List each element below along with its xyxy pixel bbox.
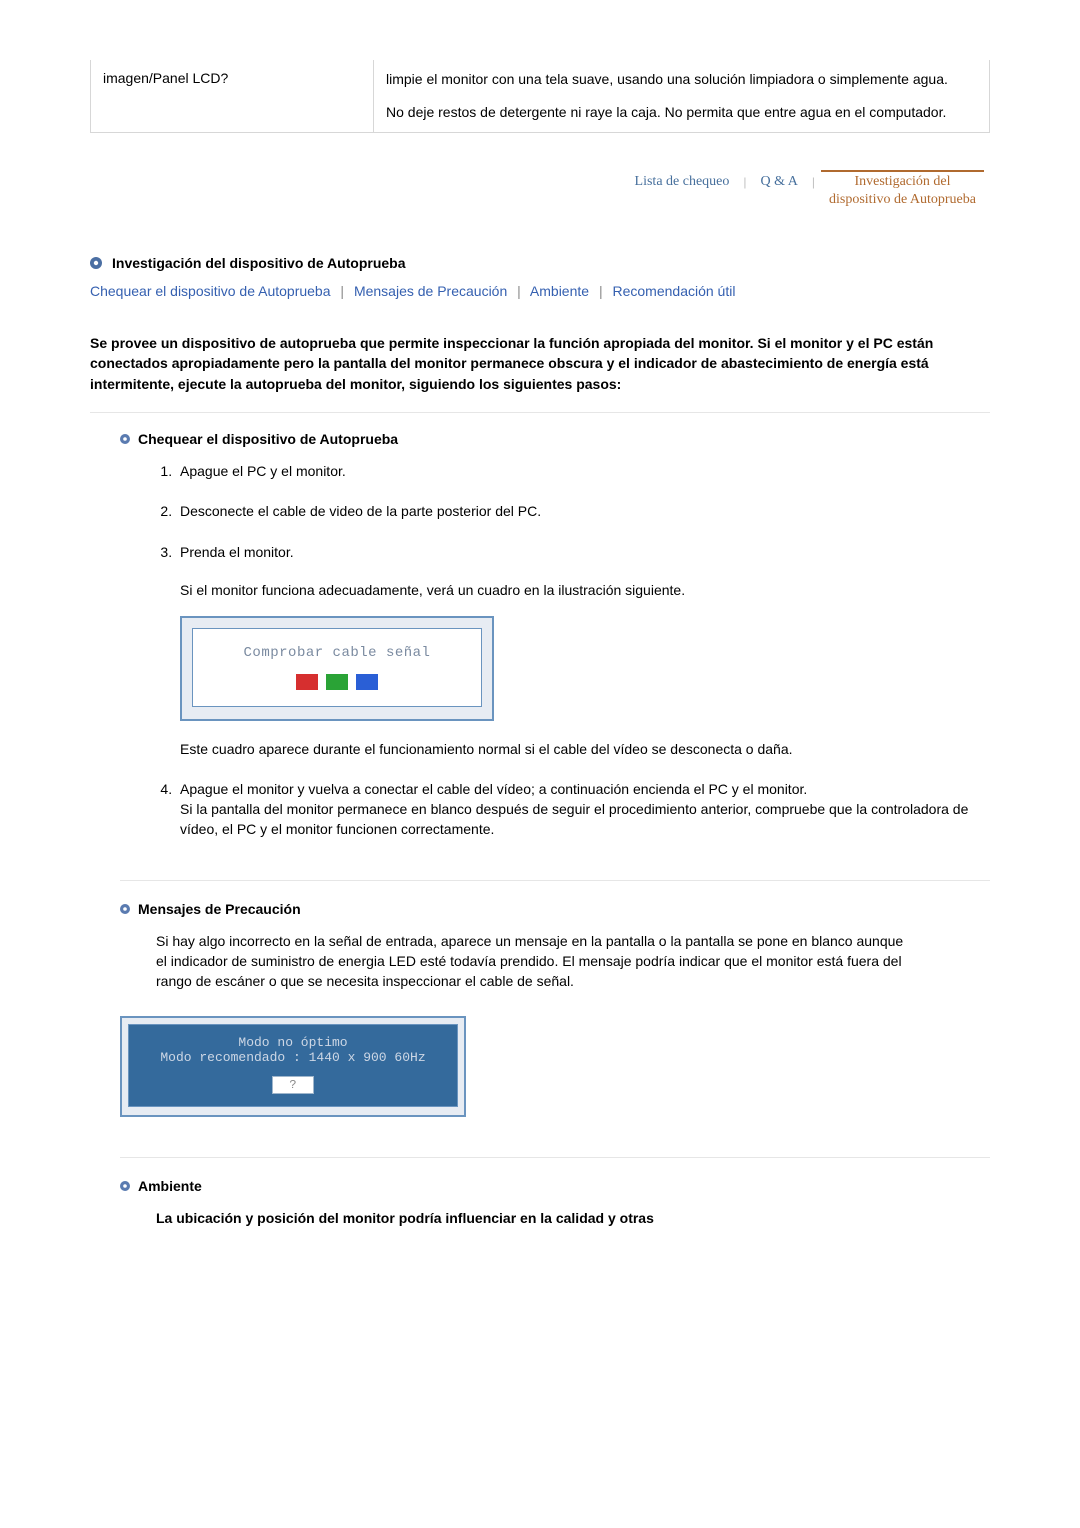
- anchor-recommendation[interactable]: Recomendación útil: [612, 283, 735, 299]
- step-text: Apague el monitor y vuelva a conectar el…: [180, 781, 807, 797]
- link-separator: |: [511, 283, 527, 299]
- subheading-label: Chequear el dispositivo de Autoprueba: [138, 431, 398, 447]
- faq-question-cell: imagen/Panel LCD?: [91, 60, 374, 132]
- anchor-precaution[interactable]: Mensajes de Precaución: [354, 283, 507, 299]
- precaution-body: Si hay algo incorrecto en la señal de en…: [156, 931, 916, 992]
- tab-checklist[interactable]: Lista de chequeo: [621, 173, 744, 191]
- list-item: Desconecte el cable de video de la parte…: [176, 501, 990, 521]
- step-subtext: Si el monitor funciona adecuadamente, ve…: [180, 580, 990, 600]
- anchor-environment[interactable]: Ambiente: [530, 283, 589, 299]
- bullet-icon: [120, 434, 130, 444]
- faq-table-row: imagen/Panel LCD? limpie el monitor con …: [90, 60, 990, 133]
- mode-line2: Modo recomendado : 1440 x 900 60Hz: [137, 1050, 449, 1065]
- subheading-precaution: Mensajes de Precaución: [120, 901, 990, 917]
- anchor-selftest[interactable]: Chequear el dispositivo de Autoprueba: [90, 283, 331, 299]
- red-square: [296, 674, 318, 690]
- mode-illustration: Modo no óptimo Modo recomendado : 1440 x…: [120, 1016, 466, 1117]
- signal-check-text: Comprobar cable señal: [193, 643, 481, 663]
- step-aftertext: Este cuadro aparece durante el funcionam…: [180, 739, 990, 759]
- tab-label: Lista de chequeo: [635, 174, 730, 189]
- subheading-environment: Ambiente: [120, 1178, 990, 1194]
- signal-check-illustration: Comprobar cable señal: [180, 616, 494, 720]
- faq-question-text: imagen/Panel LCD?: [103, 70, 228, 86]
- link-separator: |: [593, 283, 609, 299]
- step-text-cont: Si la pantalla del monitor permanece en …: [180, 801, 968, 837]
- section-heading: Investigación del dispositivo de Autopru…: [90, 255, 990, 271]
- section-title: Investigación del dispositivo de Autopru…: [112, 255, 406, 271]
- step-text: Prenda el monitor.: [180, 544, 294, 560]
- bullet-icon: [90, 257, 102, 269]
- divider: [120, 880, 990, 881]
- faq-answer-p2: No deje restos de detergente ni raye la …: [386, 103, 977, 122]
- intro-paragraph: Se provee un dispositivo de autoprueba q…: [90, 333, 990, 394]
- tab-qa[interactable]: Q & A: [747, 173, 812, 191]
- step-text: Apague el PC y el monitor.: [180, 463, 346, 479]
- document-body: imagen/Panel LCD? limpie el monitor con …: [0, 0, 1080, 1268]
- list-item: Apague el PC y el monitor.: [176, 461, 990, 481]
- mode-line1: Modo no óptimo: [137, 1035, 449, 1050]
- faq-answer-p1: limpie el monitor con una tela suave, us…: [386, 70, 977, 89]
- subheading-selftest: Chequear el dispositivo de Autoprueba: [120, 431, 990, 447]
- tab-row: Lista de chequeo | Q & A | Investigación…: [90, 173, 990, 209]
- signal-check-inner: Comprobar cable señal: [192, 628, 482, 706]
- divider: [120, 1157, 990, 1158]
- mode-inner: Modo no óptimo Modo recomendado : 1440 x…: [128, 1024, 458, 1107]
- link-separator: |: [334, 283, 350, 299]
- tab-selftest[interactable]: Investigación del dispositivo de Autopru…: [815, 173, 990, 209]
- green-square: [326, 674, 348, 690]
- tab-label-line1: Investigación del: [854, 174, 950, 189]
- divider: [90, 412, 990, 413]
- blue-square: [356, 674, 378, 690]
- rgb-squares: [193, 674, 481, 690]
- mode-question-box: ?: [272, 1076, 313, 1094]
- bullet-icon: [120, 904, 130, 914]
- subheading-label: Mensajes de Precaución: [138, 901, 301, 917]
- list-item: Apague el monitor y vuelva a conectar el…: [176, 779, 990, 840]
- faq-answer-cell: limpie el monitor con una tela suave, us…: [374, 60, 989, 132]
- subheading-label: Ambiente: [138, 1178, 202, 1194]
- tab-label: Q & A: [761, 174, 798, 189]
- tab-label-line2: dispositivo de Autoprueba: [829, 192, 976, 207]
- steps-list: Apague el PC y el monitor. Desconecte el…: [148, 461, 990, 840]
- step-text: Desconecte el cable de video de la parte…: [180, 503, 541, 519]
- anchor-link-row: Chequear el dispositivo de Autoprueba | …: [90, 283, 990, 299]
- bullet-icon: [120, 1181, 130, 1191]
- environment-body: La ubicación y posición del monitor podr…: [156, 1208, 916, 1228]
- list-item: Prenda el monitor. Si el monitor funcion…: [176, 542, 990, 759]
